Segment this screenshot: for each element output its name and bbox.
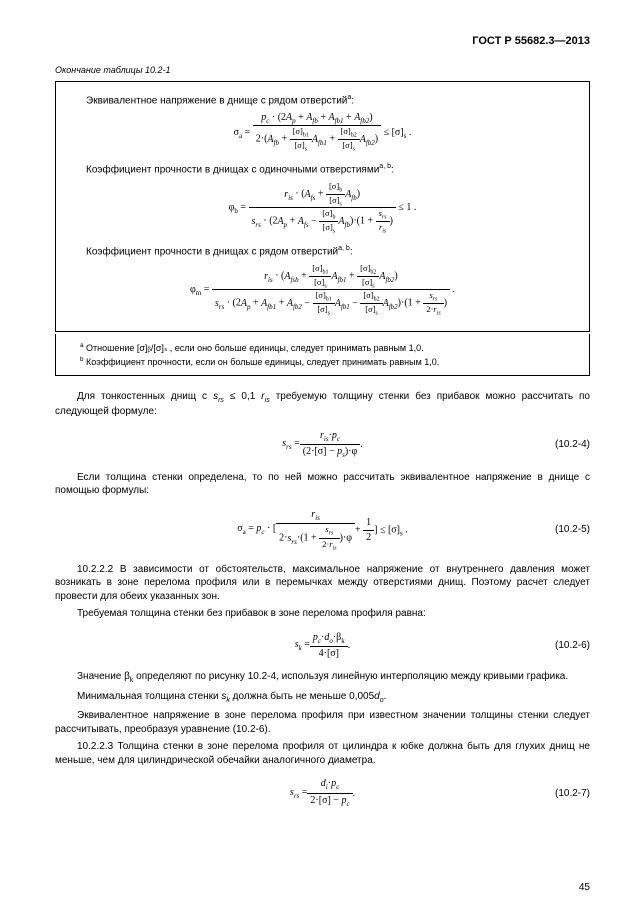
body-text: Для тонкостенных днищ с srs ≤ 0,1 ris тр… [55, 390, 590, 809]
footnote-b: b Коэффициент прочности, если он больше … [68, 356, 577, 367]
para-5: Значение βk определяют по рисунку 10.2-4… [55, 670, 590, 685]
formula-phi-m: φm = ris · (Afsb + [σ]b1[σ]sAfb1 + [σ]b2… [68, 263, 577, 317]
box-p3: Коэффициент прочности в днищах с рядом о… [68, 245, 577, 257]
table-caption: Окончание таблицы 10.2-1 [55, 65, 590, 75]
box-p1: Эквивалентное напряжение в днище с рядом… [68, 94, 577, 106]
formula-box: Эквивалентное напряжение в днище с рядом… [55, 81, 590, 332]
para-2: Если толщина стенки определена, то по не… [55, 471, 590, 498]
eq-num: (10.2-4) [555, 438, 590, 452]
footnote-a: a Отношение [σ]ᵦ/[σ]ₛ , если оно больше … [68, 342, 577, 354]
para-8: 10.2.2.3 Толщина стенки в зоне перелома … [55, 740, 590, 767]
formula-sigma-a: σa = pc · (2Ap + Afb + Afb1 + Afb2) 2·(A… [68, 112, 577, 152]
para-4: Требуемая толщина стенки без прибавок в … [55, 607, 590, 621]
para-6: Минимальная толщина стенки sk должна быт… [55, 690, 590, 705]
equation-10-2-6: sk = pc·do·βk 4·[σ] . (10.2-6) [55, 631, 590, 661]
para-3: 10.2.2.2 В зависимости от обстоятельств,… [55, 563, 590, 604]
footnote-box: a Отношение [σ]ᵦ/[σ]ₛ , если оно больше … [55, 334, 590, 376]
equation-10-2-5: σa = pc · [ ris 2·srs·(1 + srs2·ris)·φ +… [55, 508, 590, 553]
eq-num: (10.2-5) [555, 523, 590, 537]
page-number: 45 [579, 882, 590, 893]
doc-header: ГОСТ Р 55682.3—2013 [55, 35, 590, 47]
para-1: Для тонкостенных днищ с srs ≤ 0,1 ris тр… [55, 390, 590, 419]
formula-phi-b: φb = ris · (Afs + [σ]b[σ]sAfb) srs · (2A… [68, 181, 577, 235]
eq-num: (10.2-7) [555, 787, 590, 801]
eq-num: (10.2-6) [555, 639, 590, 653]
box-p2: Коэффициент прочности в днищах с одиночн… [68, 163, 577, 175]
equation-10-2-4: srs = ris·pc (2·[σ] − ps)·φ . (10.2-4) [55, 429, 590, 461]
equation-10-2-7: srs = di·pc 2·[σ] − pc . (10.2-7) [55, 777, 590, 809]
para-7: Эквивалентное напряжение в зоне перелома… [55, 709, 590, 736]
